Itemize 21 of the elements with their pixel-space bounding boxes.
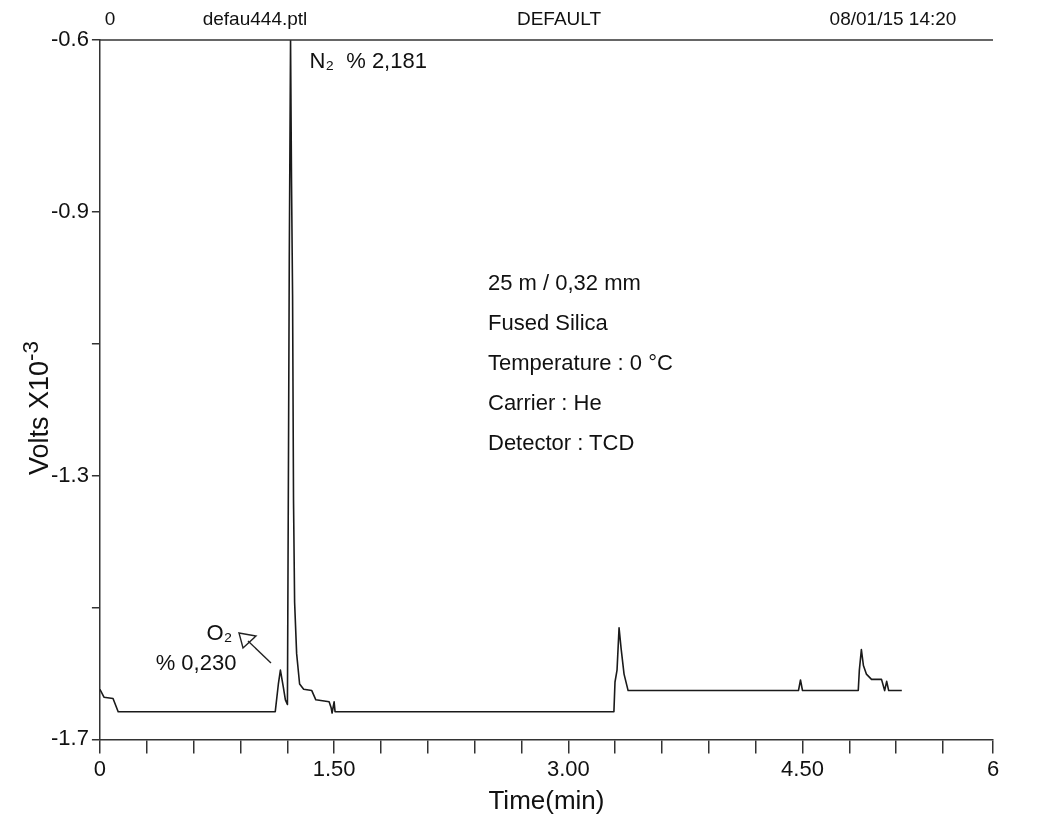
y-tick-label: -0.6 <box>50 26 89 52</box>
x-tick-label: 1.50 <box>312 755 356 781</box>
annotation: O₂ % 0,230 <box>155 620 237 676</box>
x-tick-label: 3.00 <box>546 755 590 781</box>
y-tick-label: -1.7 <box>50 725 89 751</box>
text: 08/01/15 14:20 <box>829 8 957 30</box>
annotation: Detector : TCD <box>488 430 635 456</box>
y-tick-label: -0.9 <box>50 197 89 223</box>
text: 0 <box>104 8 116 30</box>
text: defau444.ptl <box>202 8 308 30</box>
y-tick-label: -1.3 <box>50 461 89 487</box>
annotation: Temperature : 0 °C <box>488 350 673 376</box>
annotation: Carrier : He <box>488 390 602 416</box>
annotation: 25 m / 0,32 mm <box>488 270 641 296</box>
annotation: Fused Silica <box>488 310 609 336</box>
x-tick-label: 6 <box>986 755 1000 781</box>
x-axis-title: Time(min) <box>488 784 605 815</box>
x-tick-label: 4.50 <box>781 755 824 781</box>
text: DEFAULT <box>516 8 602 30</box>
x-tick-label: 0 <box>93 755 107 781</box>
annotation: N₂ % 2,181 <box>309 48 427 74</box>
